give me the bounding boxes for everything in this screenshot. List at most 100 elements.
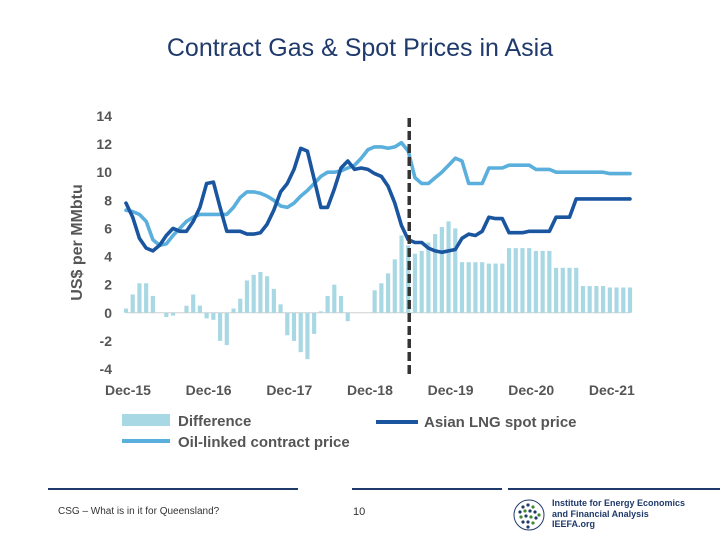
footer-rule-middle bbox=[352, 488, 502, 490]
difference-bar bbox=[466, 262, 471, 313]
difference-bar bbox=[318, 311, 323, 313]
ieefa-logo: Institute for Energy Economics and Finan… bbox=[512, 496, 712, 536]
x-tick-label: Dec-20 bbox=[508, 382, 554, 398]
difference-bar bbox=[312, 312, 317, 334]
page-number: 10 bbox=[353, 506, 366, 518]
difference-bar bbox=[580, 286, 586, 313]
difference-bar bbox=[392, 259, 397, 313]
difference-bar bbox=[325, 295, 330, 313]
difference-bar bbox=[412, 253, 418, 313]
x-tick-label: Dec-16 bbox=[186, 382, 232, 398]
y-tick-label: 10 bbox=[96, 164, 112, 180]
y-tick-label: -4 bbox=[100, 361, 113, 377]
difference-bar bbox=[614, 287, 619, 313]
difference-bar bbox=[385, 273, 391, 313]
difference-bar bbox=[574, 267, 579, 313]
difference-bar bbox=[211, 312, 216, 320]
y-tick-label: 4 bbox=[104, 249, 112, 265]
difference-bar bbox=[224, 312, 229, 346]
difference-bar bbox=[607, 287, 612, 313]
difference-bar bbox=[621, 287, 626, 313]
globe-icon bbox=[513, 499, 545, 531]
difference-bar bbox=[601, 286, 606, 313]
difference-bar bbox=[547, 250, 552, 313]
difference-bar bbox=[164, 312, 169, 317]
chart: 14 12 10 8 6 4 2 0 -2 -4 US$ per MMbtu Dec-15 Dec-16… bbox=[69, 108, 635, 451]
difference-bar bbox=[170, 312, 176, 316]
difference-bar bbox=[540, 250, 545, 313]
difference-bar bbox=[244, 280, 250, 313]
difference-bar bbox=[231, 308, 236, 313]
difference-bar bbox=[446, 221, 451, 313]
difference-bar bbox=[473, 262, 478, 313]
difference-bar bbox=[379, 283, 384, 313]
difference-bar bbox=[372, 290, 377, 313]
oil-linked-contract-line bbox=[124, 140, 632, 248]
x-tick-label: Dec-21 bbox=[589, 382, 635, 398]
difference-bar bbox=[493, 263, 498, 313]
difference-bar bbox=[191, 294, 196, 313]
logo-line-2: and Financial Analysis bbox=[552, 508, 649, 519]
y-tick-label: 8 bbox=[104, 192, 112, 208]
difference-bar bbox=[527, 248, 532, 313]
difference-bar bbox=[520, 248, 525, 313]
legend-label-spot: Asian LNG spot price bbox=[424, 414, 577, 431]
difference-bar bbox=[123, 308, 129, 313]
difference-bar bbox=[338, 295, 344, 313]
y-tick-label: 12 bbox=[96, 136, 112, 152]
difference-bar bbox=[271, 288, 276, 313]
footer-text: CSG – What is in it for Queensland? bbox=[58, 506, 220, 517]
difference-bar bbox=[433, 234, 438, 313]
difference-bar bbox=[204, 312, 209, 319]
y-tick-label: 14 bbox=[96, 108, 112, 124]
difference-bar bbox=[459, 262, 465, 313]
difference-bar bbox=[298, 312, 303, 353]
difference-bar bbox=[291, 312, 297, 341]
difference-bar bbox=[399, 235, 404, 313]
difference-bar bbox=[305, 312, 310, 360]
logo-text: Institute for Energy Economics and Finan… bbox=[552, 498, 685, 530]
difference-bar bbox=[345, 312, 350, 322]
difference-bar bbox=[453, 228, 458, 313]
difference-bar bbox=[332, 284, 337, 313]
difference-bar bbox=[500, 263, 505, 313]
difference-bars bbox=[123, 221, 633, 360]
difference-bar bbox=[439, 227, 444, 313]
difference-bar bbox=[513, 248, 518, 313]
difference-bar bbox=[144, 283, 149, 313]
logo-line-1: Institute for Energy Economics bbox=[552, 498, 686, 508]
difference-bar bbox=[627, 287, 633, 313]
y-axis-label: US$ per MMbtu bbox=[69, 184, 86, 300]
asian-lng-spot-line bbox=[124, 146, 632, 255]
y-tick-label: 0 bbox=[104, 305, 112, 321]
legend-label-difference: Difference bbox=[178, 413, 251, 430]
difference-bar bbox=[265, 276, 270, 313]
difference-bar bbox=[217, 312, 223, 341]
difference-bar bbox=[553, 267, 559, 313]
difference-bar bbox=[285, 312, 290, 336]
difference-bar bbox=[419, 250, 424, 313]
x-tick-label: Dec-18 bbox=[347, 382, 393, 398]
difference-bar bbox=[560, 267, 565, 313]
difference-bar bbox=[258, 272, 263, 313]
x-tick-label: Dec-15 bbox=[105, 382, 151, 398]
difference-bar bbox=[506, 248, 512, 313]
difference-bar bbox=[197, 305, 203, 313]
footer-rule-right bbox=[508, 488, 720, 490]
y-tick-label: -2 bbox=[100, 333, 113, 349]
legend-label-oil: Oil-linked contract price bbox=[178, 434, 350, 451]
x-tick-label: Dec-17 bbox=[266, 382, 312, 398]
difference-bar bbox=[426, 242, 431, 313]
footer-rule-left bbox=[48, 488, 298, 490]
legend-layer: Difference Oil-linked contract price Asian… bbox=[122, 413, 577, 451]
difference-bar bbox=[278, 304, 283, 313]
difference-bar bbox=[184, 305, 189, 313]
difference-bar bbox=[533, 250, 539, 313]
y-tick-label: 2 bbox=[104, 277, 112, 293]
slide-title: Contract Gas & Spot Prices in Asia bbox=[166, 34, 554, 62]
difference-bar bbox=[130, 294, 135, 313]
difference-bar bbox=[594, 286, 599, 313]
difference-bar bbox=[480, 262, 485, 313]
x-tick-label: Dec-19 bbox=[428, 382, 474, 398]
logo-line-3: IEEFA.org bbox=[552, 519, 596, 529]
